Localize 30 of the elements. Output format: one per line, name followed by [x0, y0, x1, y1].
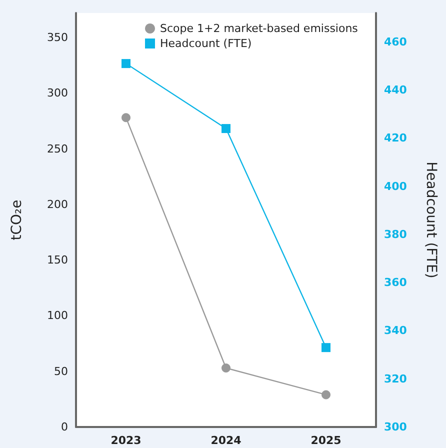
y-tick-label: 100: [47, 309, 68, 322]
y-tick-label: 200: [47, 198, 68, 211]
y-tick-label: 300: [47, 86, 68, 100]
legend-label: Headcount (FTE): [160, 37, 252, 50]
x-tick-label: 2025: [310, 434, 342, 447]
y2-tick-label: 320: [384, 372, 408, 386]
y-tick-label: 150: [47, 254, 68, 267]
legend-label: Scope 1+2 market-based emissions: [160, 22, 358, 35]
y-tick-label: 0: [61, 420, 68, 434]
y2-tick-label: 420: [384, 132, 408, 145]
point: [122, 59, 130, 68]
y2-axis-title: Headcount (FTE): [423, 162, 439, 278]
x-tick-label: 2024: [210, 434, 242, 447]
point: [222, 124, 230, 134]
x-tick-label: 2023: [110, 434, 142, 447]
y-tick-label: 350: [47, 30, 68, 44]
y-axis-title: tCO₂e: [9, 200, 25, 240]
point: [322, 343, 330, 352]
y2-tick-label: 460: [384, 35, 408, 48]
point: [122, 113, 130, 122]
y2-tick-label: 400: [384, 180, 408, 193]
y2-tick-label: 380: [384, 228, 408, 241]
y2-tick-label: 440: [384, 84, 408, 97]
point: [222, 364, 230, 373]
point: [322, 390, 330, 400]
y2-tick-label: 340: [384, 324, 408, 338]
y2-tick-label: 300: [384, 420, 408, 434]
y2-tick-label: 360: [384, 276, 408, 290]
y-tick-label: 50: [54, 364, 68, 378]
y-tick-label: 250: [47, 142, 68, 156]
